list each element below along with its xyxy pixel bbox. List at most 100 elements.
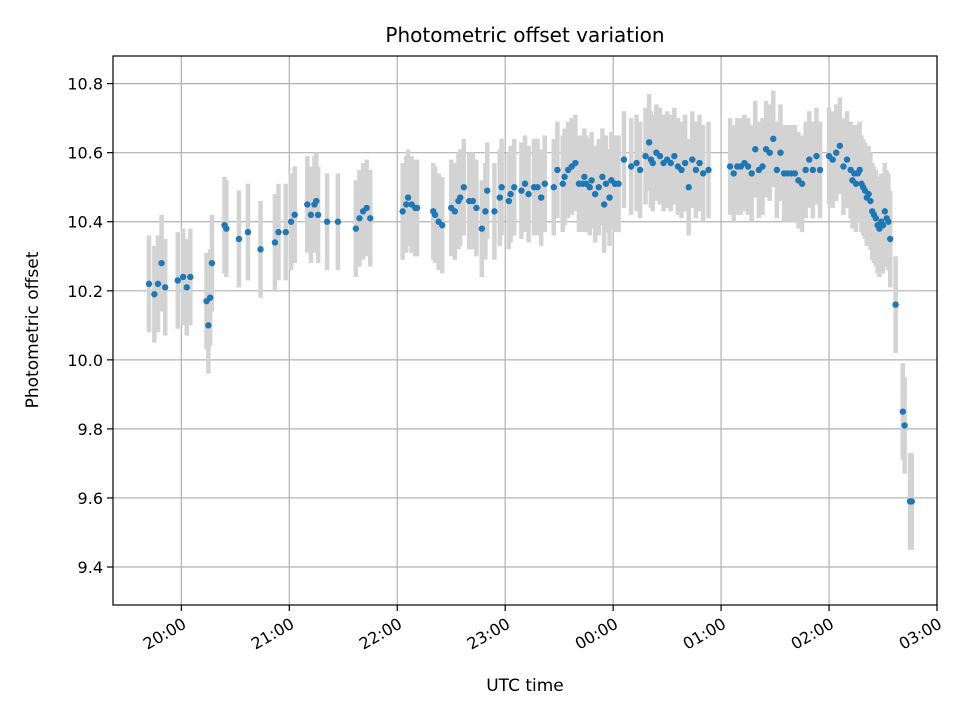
data-point [696,159,703,167]
data-point [667,159,674,167]
data-point [460,184,468,191]
data-point [507,190,514,198]
data-point [521,180,529,187]
data-point [534,184,541,191]
y-tick-label: 10.8 [67,75,103,94]
data-point [627,163,635,170]
data-point [484,187,491,194]
data-point [451,208,459,215]
data-point [496,194,504,201]
data-point [244,228,252,236]
data-point [307,211,315,219]
data-point [399,208,406,215]
data-point [678,166,685,174]
data-point [314,211,322,219]
data-point [843,156,851,163]
data-point [606,194,613,201]
data-point [791,170,799,177]
data-point [505,197,513,205]
data-point [671,152,678,160]
plot-frame [112,55,938,606]
data-point [872,215,880,222]
y-tick-label: 10.4 [67,213,103,232]
data-point [223,225,230,232]
data-point [809,166,817,174]
data-point [649,159,656,167]
data-point [572,159,579,167]
y-tick-label: 9.4 [78,558,103,577]
y-tick-label: 9.8 [78,420,103,439]
data-point [151,291,158,298]
y-tick-label: 10.0 [67,351,103,370]
chart-title: Photometric offset variation [385,23,664,47]
data-point [681,159,689,167]
data-point [334,218,342,225]
data-point [899,408,907,415]
data-point [473,204,480,212]
data-point [887,235,894,243]
data-point [323,218,331,225]
data-point [908,498,916,505]
data-point [403,201,410,208]
data-point [179,273,187,281]
data-point [770,135,777,143]
data-point [730,170,737,177]
data-point [206,294,214,301]
data-point [633,159,640,167]
y-axis-ticks: 9.4 9.6 9.8 10.0 10.2 10.4 10.6 10.8 [67,75,113,577]
data-point [885,218,892,225]
data-point [498,184,505,191]
data-point [282,228,289,236]
data-point [469,197,477,205]
data-point [892,301,899,308]
x-axis-label: UTC time [486,676,564,696]
data-point [852,180,860,187]
data-point [685,184,692,191]
data-point [865,190,872,198]
data-point [187,273,194,281]
data-point [313,197,320,205]
data-point [550,184,557,191]
data-point [901,422,908,429]
data-point [208,259,216,267]
data-point [833,149,840,156]
data-point [840,163,847,170]
data-point [541,180,548,187]
data-point [773,166,781,174]
data-point [363,204,370,212]
data-point [599,173,606,181]
data-point [537,194,545,201]
data-point [620,156,628,163]
y-axis-label: Photometric offset [23,251,43,408]
data-point [287,218,295,225]
data-point [752,146,759,153]
data-point [645,139,653,146]
data-point [478,225,486,232]
data-point [561,173,568,181]
data-point [352,225,360,232]
y-tick-label: 9.6 [78,489,103,508]
data-point [692,166,700,174]
data-point [798,180,806,187]
data-point [275,228,282,236]
data-point [615,180,622,187]
data-point [881,208,889,215]
data-point [759,163,766,170]
data-point [482,208,489,215]
data-point [806,156,813,163]
data-point [404,194,412,201]
data-point [257,246,264,253]
data-point [518,187,525,194]
data-point [777,149,784,156]
data-point [748,170,755,177]
data-point [816,166,824,174]
y-tick-label: 10.6 [67,144,103,163]
data-point [439,221,446,229]
data-point [235,235,243,243]
data-point [554,166,561,174]
data-point [145,280,153,288]
data-point [744,163,752,170]
data-point [699,170,707,177]
data-point [588,177,595,184]
